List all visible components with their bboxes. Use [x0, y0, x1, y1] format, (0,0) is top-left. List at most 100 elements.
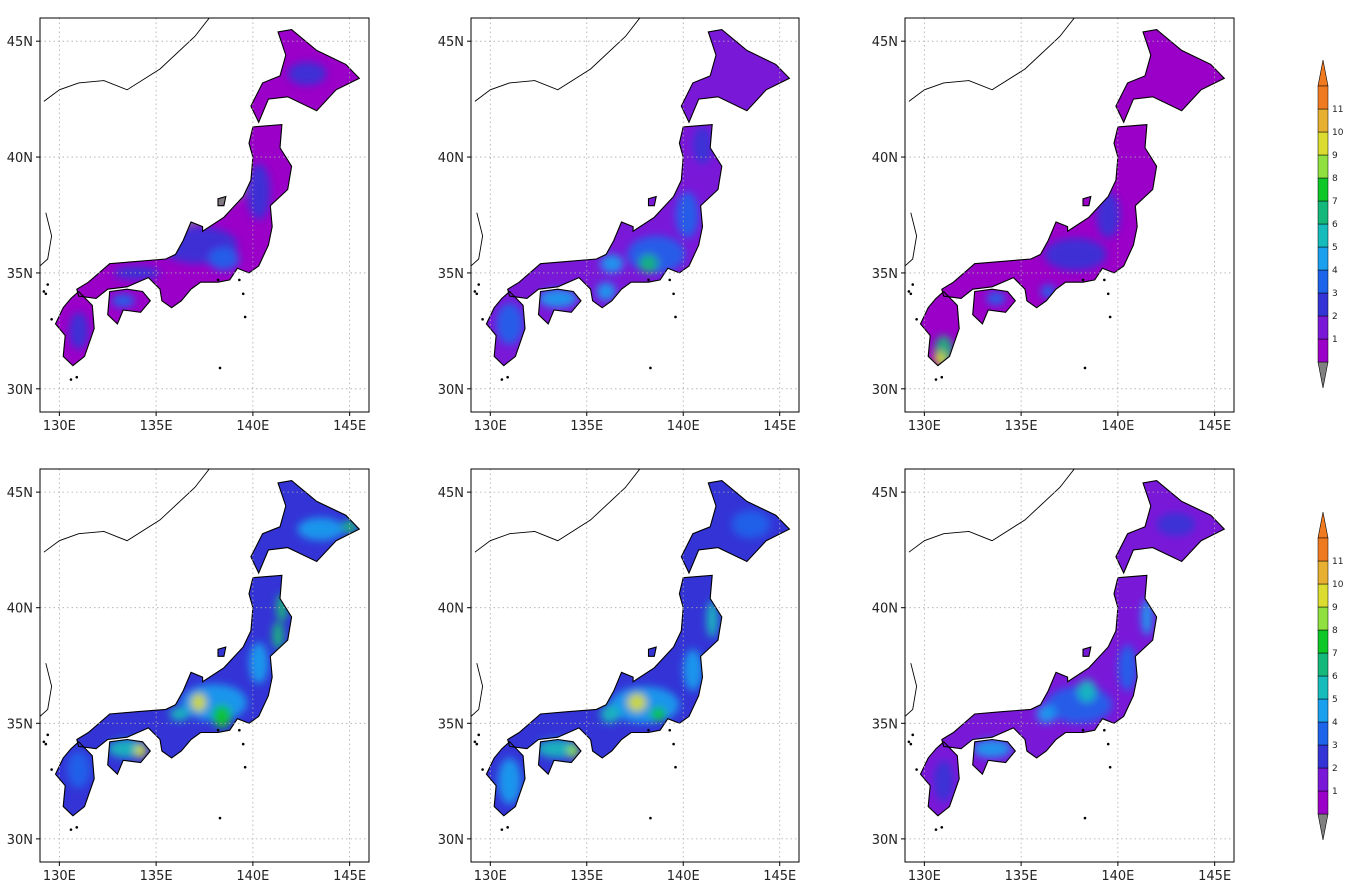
small-island — [46, 283, 50, 286]
field-blob — [272, 621, 284, 650]
coastline — [919, 480, 1226, 817]
colorbar-segment — [1317, 200, 1329, 225]
field-blob — [212, 704, 232, 728]
korea-coastline — [40, 212, 53, 267]
colorbar-1: 1 2 3 4 5 6 7 8 9 10 11 — [1317, 59, 1344, 389]
colorbar-tick-label: 8 — [1332, 626, 1338, 636]
field-blob — [113, 265, 160, 280]
continent-coastline — [474, 18, 641, 102]
continent-coastline — [908, 469, 1075, 553]
lon-tick-label: 140E — [236, 869, 269, 884]
lat-tick-label: 40N — [7, 602, 33, 617]
small-island — [69, 828, 73, 831]
lon-tick-label: 140E — [667, 869, 700, 884]
colorbar-tick-label: 10 — [1332, 580, 1344, 590]
small-island — [44, 742, 48, 746]
coastline — [54, 29, 361, 367]
land-field-base — [920, 480, 1225, 816]
field-blob — [249, 642, 269, 684]
small-island — [668, 728, 672, 732]
small-island — [1083, 816, 1087, 820]
field-blob — [134, 744, 147, 758]
field-blob — [600, 254, 624, 273]
small-island — [647, 278, 650, 282]
small-island — [907, 290, 911, 293]
small-island — [46, 733, 50, 737]
colorbar-tick-label: 8 — [1332, 174, 1338, 184]
colorbar-segment — [1317, 315, 1329, 340]
small-island — [44, 292, 48, 296]
small-island — [475, 292, 479, 296]
small-island — [218, 816, 222, 820]
lon-tick-label: 145E — [763, 419, 796, 434]
small-island — [241, 292, 245, 296]
colorbar-tick-label: 5 — [1332, 695, 1338, 705]
colorbar-tick-label: 1 — [1332, 335, 1338, 345]
small-island — [911, 733, 915, 737]
field-blob — [69, 312, 89, 350]
precip-field — [69, 62, 327, 350]
map-panel-r2c3: 130E 135E 140E 145E 30N 35N 40N 45N — [872, 468, 1235, 884]
field-blob — [496, 303, 524, 345]
map-frame — [470, 468, 800, 863]
colorbar-under-triangle — [1317, 361, 1329, 389]
small-island — [69, 378, 73, 381]
korea-coastline — [905, 212, 918, 267]
lon-tick-label: 145E — [333, 869, 366, 884]
field-blob — [1036, 704, 1056, 724]
field-blob — [731, 510, 771, 539]
precip-field — [496, 126, 713, 345]
small-island — [934, 828, 938, 831]
colorbar-segment — [1317, 698, 1329, 723]
lon-tick-label: 130E — [43, 869, 76, 884]
lat-tick-label: 45N — [7, 35, 33, 50]
field-blob — [683, 649, 703, 691]
lat-tick-label: 40N — [438, 151, 464, 166]
colorbar-over-triangle — [1317, 59, 1329, 87]
continent-coastline — [43, 469, 210, 553]
colorbar-tick-label: 3 — [1332, 741, 1338, 751]
small-island — [1083, 366, 1087, 370]
korea-coastline — [905, 663, 918, 717]
colorbar-segment — [1317, 131, 1329, 156]
field-blob — [650, 707, 666, 721]
small-island — [649, 366, 652, 370]
field-blob — [1077, 679, 1097, 703]
small-island — [940, 375, 944, 379]
land-field-base — [920, 29, 1225, 366]
small-island — [50, 768, 53, 771]
map-panel-r1c2: 130E 135E 140E 145E 30N 35N 40N 45N — [438, 17, 800, 458]
coastline — [919, 29, 1226, 367]
field-blob — [287, 62, 327, 86]
colorbar-segment — [1317, 560, 1329, 585]
small-island — [1081, 278, 1085, 282]
colorbar-segment — [1317, 606, 1329, 631]
lon-tick-label: 140E — [1101, 419, 1134, 434]
small-island — [674, 765, 677, 769]
land-field-base — [55, 29, 360, 366]
lon-tick-label: 135E — [1005, 419, 1038, 434]
colorbar-segment — [1317, 790, 1329, 815]
map-frame — [470, 17, 800, 413]
small-island — [1106, 742, 1110, 746]
field-blob — [934, 760, 954, 802]
small-island — [75, 826, 79, 829]
map-panel-r2c1: 130E 135E 140E 145E 30N 35N 40N 45N — [7, 468, 370, 884]
colorbar-tick-label: 11 — [1332, 105, 1343, 115]
small-island — [1159, 455, 1162, 458]
colorbar-tick-label: 7 — [1332, 649, 1338, 659]
small-island — [1103, 278, 1106, 282]
lon-tick-label: 145E — [333, 419, 366, 434]
precip-field — [934, 512, 1196, 802]
colorbar-tick-label: 10 — [1332, 128, 1344, 138]
field-blob — [1044, 238, 1107, 271]
map-frame — [904, 468, 1235, 863]
lat-tick-label: 30N — [438, 383, 464, 398]
small-island — [481, 317, 484, 321]
field-blob — [1117, 644, 1138, 691]
small-island — [724, 455, 727, 458]
small-island — [1106, 292, 1110, 296]
lon-tick-label: 140E — [667, 419, 700, 434]
small-island — [475, 742, 479, 746]
lon-tick-label: 135E — [140, 869, 173, 884]
